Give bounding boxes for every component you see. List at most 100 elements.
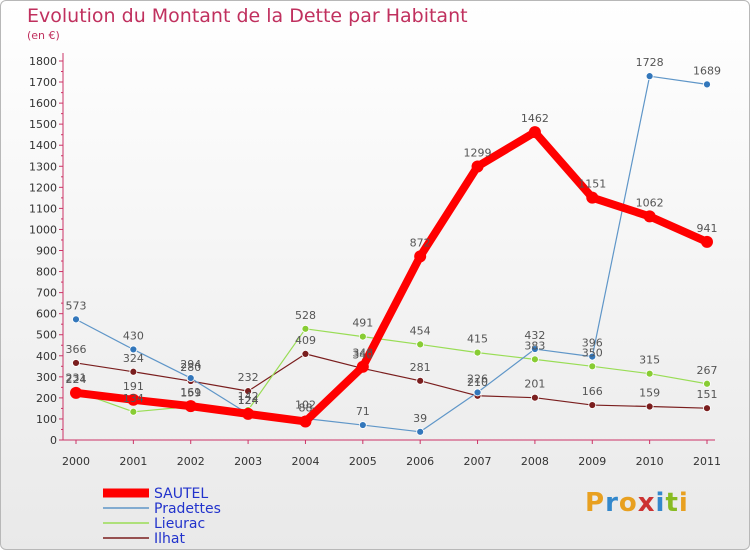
data-label-lieurac: 267	[697, 364, 718, 377]
data-label-pradettes: 124	[238, 394, 259, 407]
data-point-pradettes	[645, 72, 654, 81]
data-label-ilhat: 281	[410, 361, 431, 374]
x-tick-label: 2003	[234, 455, 262, 468]
legend-label-ilhat: Ilhat	[154, 531, 185, 547]
series-line-sautel	[72, 128, 711, 426]
data-label-lieurac: 231	[66, 371, 87, 384]
data-point-sautel	[471, 160, 484, 173]
data-label-ilhat: 366	[66, 343, 87, 356]
x-tick-label: 2000	[62, 455, 90, 468]
data-point-pradettes	[473, 388, 482, 397]
x-tick-label: 2007	[464, 455, 492, 468]
data-label-sautel: 161	[180, 386, 201, 399]
data-label-sautel: 191	[123, 380, 144, 393]
data-label-pradettes: 432	[524, 329, 545, 342]
x-tick-label: 2002	[177, 455, 205, 468]
data-label-pradettes: 1689	[693, 64, 721, 77]
y-tick-label: 1700	[29, 76, 57, 89]
data-point-sautel	[356, 360, 369, 373]
y-tick-label: 200	[36, 392, 57, 405]
logo-letter: i	[678, 488, 689, 518]
data-label-sautel: 1062	[636, 196, 664, 209]
logo-letter: i	[655, 488, 666, 518]
data-point-pradettes	[588, 352, 597, 361]
y-tick-label: 1000	[29, 223, 57, 236]
logo-letter: o	[618, 488, 638, 518]
data-label-lieurac: 315	[639, 354, 660, 367]
legend-label-sautel: SAUTEL	[154, 486, 208, 502]
data-label-pradettes: 573	[66, 299, 87, 312]
data-point-lieurac	[645, 369, 654, 378]
data-label-lieurac: 528	[295, 309, 316, 322]
data-label-ilhat: 324	[123, 352, 144, 365]
data-point-pradettes	[186, 374, 195, 382]
y-tick-label: 500	[36, 329, 57, 342]
data-point-lieurac	[588, 362, 597, 371]
x-tick-label: 2001	[119, 455, 147, 468]
data-label-pradettes: 396	[582, 337, 603, 350]
data-point-pradettes	[358, 421, 367, 429]
data-label-sautel: 124	[238, 394, 259, 407]
data-point-pradettes	[531, 345, 539, 353]
data-label-ilhat: 340	[352, 348, 373, 361]
data-label-ilhat: 210	[467, 376, 488, 389]
data-point-sautel	[586, 191, 599, 204]
data-point-sautel	[528, 126, 541, 139]
y-tick-label: 600	[36, 308, 57, 321]
data-point-ilhat	[72, 359, 80, 367]
data-label-sautel: 88	[298, 401, 312, 414]
data-label-ilhat: 201	[524, 378, 545, 391]
data-label-lieurac: 159	[180, 387, 201, 400]
y-tick-label: 700	[36, 287, 57, 300]
data-label-lieurac: 491	[352, 317, 373, 330]
data-label-lieurac: 454	[410, 324, 431, 337]
y-tick-label: 300	[36, 371, 57, 384]
data-point-ilhat	[531, 393, 539, 402]
data-label-ilhat: 232	[238, 371, 259, 384]
data-label-sautel: 224	[66, 373, 87, 386]
data-point-lieurac	[473, 348, 482, 357]
series-line-pradettes	[75, 75, 708, 433]
data-label-pradettes: 39	[413, 412, 427, 425]
data-label-ilhat: 159	[639, 387, 660, 400]
axes: 0 100 200 300 400 500 600 700 800 900 1000 1100 1200…	[29, 53, 721, 468]
data-point-lieurac	[703, 379, 711, 388]
series-layer	[70, 72, 713, 436]
data-point-ilhat	[703, 404, 711, 413]
proxiti-logo[interactable]: Proxiti	[585, 488, 689, 518]
series-line-ilhat	[75, 353, 708, 409]
data-point-sautel	[299, 415, 312, 428]
data-point-sautel	[701, 235, 713, 248]
data-label-pradettes: 226	[467, 372, 488, 385]
data-point-lieurac	[416, 340, 425, 349]
data-label-ilhat: 409	[295, 334, 316, 347]
y-tick-label: 1500	[29, 118, 57, 131]
logo-letter: r	[605, 488, 619, 518]
y-tick-label: 1100	[29, 202, 57, 215]
data-label-sautel: 1299	[464, 146, 492, 159]
data-point-sautel	[242, 407, 255, 420]
data-label-pradettes: 71	[356, 405, 370, 418]
data-label-ilhat: 280	[180, 361, 201, 374]
data-point-pradettes	[416, 427, 425, 436]
data-label-pradettes: 294	[180, 358, 201, 371]
y-tick-label: 100	[36, 413, 57, 426]
data-label-sautel: 872	[410, 236, 431, 249]
x-tick-label: 2010	[636, 455, 664, 468]
legend-label-lieurac: Lieurac	[154, 516, 205, 532]
data-label-lieurac: 383	[524, 339, 545, 352]
x-tick-label: 2011	[693, 455, 721, 468]
data-label-sautel: 1151	[578, 178, 606, 191]
y-tick-label: 1600	[29, 97, 57, 110]
data-point-ilhat	[301, 349, 310, 358]
data-point-pradettes	[703, 80, 711, 89]
data-labels: 366 324 280 232 409 340 281 210 201 166 159 151 231 1…	[66, 56, 722, 425]
data-point-sautel	[643, 210, 656, 223]
x-tick-label: 2008	[521, 455, 549, 468]
data-label-pradettes: 430	[123, 329, 144, 342]
data-point-lieurac	[531, 355, 539, 364]
data-point-sautel	[70, 386, 82, 399]
